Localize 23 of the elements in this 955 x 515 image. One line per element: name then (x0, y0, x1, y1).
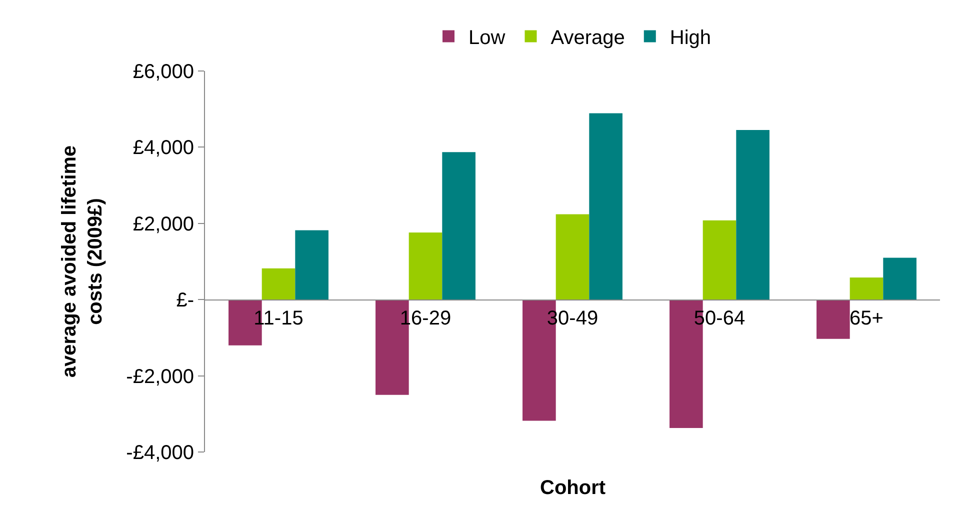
bar (589, 113, 622, 300)
y-tick-label: -£4,000 (126, 442, 194, 464)
legend-label: Average (550, 27, 625, 50)
y-axis-title: average avoided lifetime costs (2009£) (58, 145, 107, 378)
bar (850, 278, 884, 300)
y-tick-label: £4,000 (132, 137, 194, 160)
bar (262, 268, 296, 300)
legend-label: High (670, 27, 712, 50)
bar (556, 214, 590, 300)
y-tick-label: £2,000 (132, 213, 194, 236)
bar (736, 130, 770, 300)
y-tick-label: £6,000 (132, 61, 194, 83)
bar (295, 230, 328, 300)
y-tick-label: -£2,000 (126, 366, 194, 388)
y-tick-label: £- (176, 290, 194, 312)
x-axis-title: Cohort (540, 477, 606, 499)
bar (442, 152, 476, 300)
bar (883, 258, 916, 300)
bar (702, 220, 736, 300)
legend-label: Low (468, 27, 506, 50)
bar (816, 300, 850, 339)
bar (408, 232, 442, 300)
x-tick-label: 65+ (850, 308, 884, 330)
